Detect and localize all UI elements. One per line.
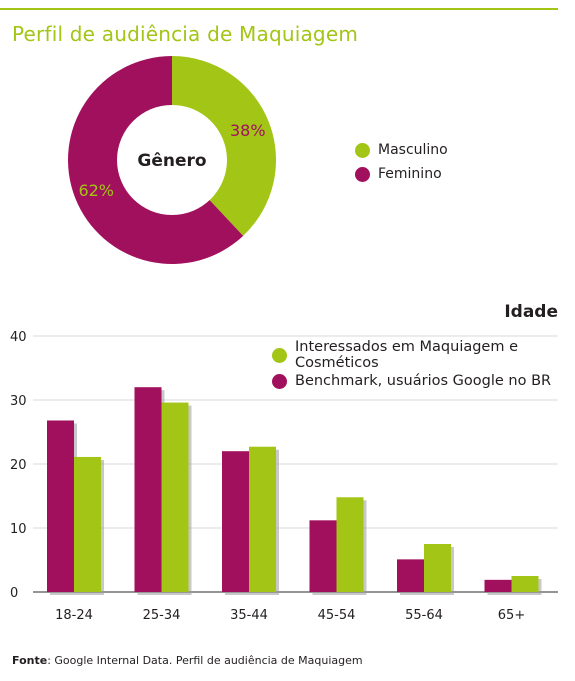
legend-item-masculino: Masculino — [355, 138, 448, 162]
age-legend: Interessados em Maquiagem e Cosméticos B… — [272, 339, 575, 394]
donut-hole — [117, 105, 227, 215]
x-tick-label: 25-34 — [143, 608, 181, 623]
bar-18-24-series-0 — [47, 420, 74, 592]
top-rule — [0, 8, 558, 10]
legend-swatch-masculino — [355, 142, 370, 158]
bar-45-54-series-1 — [336, 497, 364, 592]
bar-25-34-series-1 — [161, 402, 189, 592]
donut-center-label: Gênero — [137, 151, 206, 171]
legend-swatch-interessados — [272, 347, 287, 363]
age-bar-chart: 0 10 20 30 40 18-24 25-34 35-44 45-54 55-64 65+ — [10, 330, 558, 623]
y-tick-label: 30 — [10, 394, 27, 409]
bar-35-44-series-1 — [249, 446, 276, 592]
source-text: : Google Internal Data. Perfil de audiên… — [47, 654, 363, 667]
x-tick-label: 65+ — [498, 608, 525, 623]
bar-25-34-series-0 — [134, 387, 162, 592]
y-tick-label: 0 — [10, 586, 18, 601]
bar-45-54-series-0 — [309, 520, 337, 592]
legend-label-feminino: Feminino — [378, 166, 442, 182]
source-label: Fonte — [12, 654, 48, 667]
pie-value-label-masculino: 38% — [230, 121, 266, 140]
x-tick-label: 35-44 — [230, 608, 268, 623]
bar-18-24-series-1 — [74, 456, 101, 592]
x-tick-label: 55-64 — [405, 608, 443, 623]
page-title: Perfil de audiência de Maquiagem — [12, 22, 359, 46]
x-tick-label: 18-24 — [55, 608, 93, 623]
bar-35-44-series-0 — [222, 451, 249, 592]
bar-65+-series-1 — [511, 576, 539, 592]
legend-label-benchmark: Benchmark, usuários Google no BR — [295, 373, 552, 389]
y-tick-label: 10 — [10, 522, 27, 537]
source-note: Fonte: Google Internal Data. Perfil de a… — [12, 654, 363, 667]
gender-legend: Masculino Feminino — [355, 138, 448, 186]
legend-label-interessados: Interessados em Maquiagem e Cosméticos — [295, 339, 519, 371]
y-tick-label: 20 — [10, 458, 27, 473]
pie-value-label-feminino: 62% — [78, 181, 114, 200]
legend-swatch-feminino — [355, 166, 370, 182]
bar-65+-series-0 — [484, 579, 512, 592]
bar-55-64-series-1 — [424, 544, 451, 592]
y-tick-label: 40 — [10, 330, 27, 345]
legend-item-interessados: Interessados em Maquiagem e Cosméticos — [272, 339, 575, 371]
age-chart-title: Idade — [504, 302, 558, 322]
x-tick-label: 45-54 — [318, 608, 356, 623]
bar-55-64-series-0 — [397, 559, 424, 592]
legend-swatch-benchmark — [272, 373, 287, 389]
gender-donut-chart: 38% 62% Gênero — [68, 56, 277, 264]
legend-item-benchmark: Benchmark, usuários Google no BR — [272, 368, 575, 394]
legend-label-masculino: Masculino — [378, 142, 448, 158]
legend-item-feminino: Feminino — [355, 162, 448, 186]
